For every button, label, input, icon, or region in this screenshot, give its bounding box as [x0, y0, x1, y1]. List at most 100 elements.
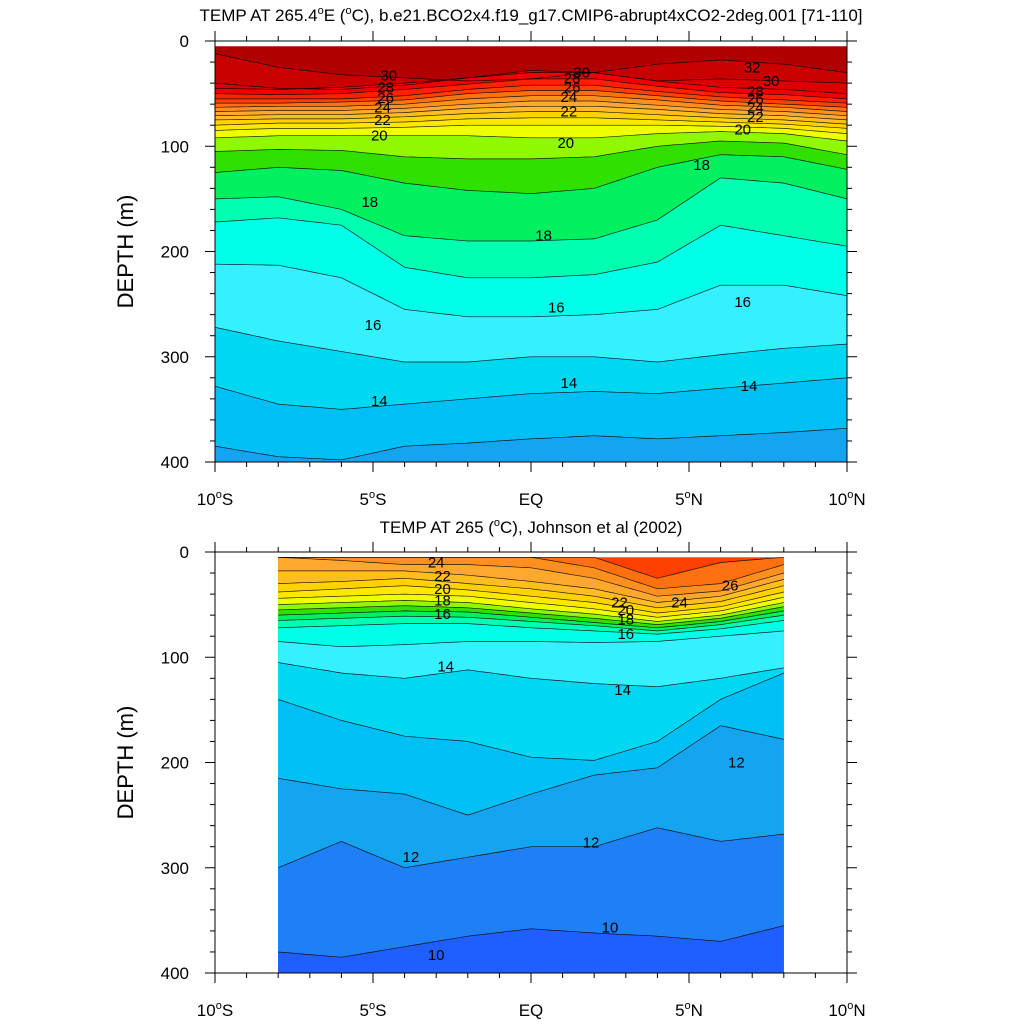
y-tick-label: 100 [161, 648, 189, 667]
contour-label: 20 [557, 135, 574, 152]
contour-fills [215, 46, 847, 463]
contour-label: 22 [434, 568, 451, 585]
chart-title: TEMP AT 265 (oC), Johnson et al (2002) [380, 517, 683, 537]
contour-line [278, 600, 784, 622]
contour-line [214, 124, 848, 134]
contour-label: 24 [747, 99, 764, 116]
contour-line [214, 105, 848, 121]
contour-label: 26 [564, 79, 581, 96]
contour-label: 24 [561, 89, 578, 106]
contour-line [214, 140, 848, 160]
contour-label: 20 [734, 121, 751, 138]
contour-line [215, 90, 848, 108]
contour-line [278, 827, 784, 869]
y-axis-label: DEPTH (m) [113, 706, 138, 820]
contour-line [214, 326, 848, 363]
contour-label: 12 [583, 835, 600, 852]
contour-label: 18 [434, 592, 451, 609]
contour-label: 14 [437, 659, 454, 676]
contour-line [214, 217, 848, 279]
contour-line [214, 177, 848, 242]
contour-line [214, 70, 848, 90]
contour-line [214, 72, 848, 94]
contour-label: 18 [693, 157, 710, 174]
contour-line [278, 556, 784, 590]
contour-label: 18 [535, 228, 552, 245]
y-tick-label: 300 [161, 348, 189, 367]
contour-line [214, 95, 848, 112]
contour-band [278, 925, 784, 973]
contour-line [278, 593, 784, 618]
contour-label: 18 [361, 194, 378, 211]
contour-label: 22 [374, 112, 391, 129]
contour-label: 32 [744, 59, 761, 76]
contour-line [278, 614, 784, 632]
contour-lines [214, 53, 848, 461]
ticks [205, 542, 857, 983]
chart-title: TEMP AT 265.4oE (oC), b.e21.BCO2x4.f19_g… [199, 5, 862, 25]
x-tick-label: 10oN [828, 489, 865, 509]
x-tick-label: 5oN [675, 1000, 703, 1020]
x-tick-label: 10oN [828, 1000, 865, 1020]
contour-label: 24 [671, 595, 688, 612]
contour-label: 16 [617, 626, 634, 643]
contour-label: 10 [602, 920, 619, 937]
contour-label: 18 [617, 611, 634, 628]
x-tick-label: 5oN [675, 489, 703, 509]
contour-line [278, 556, 784, 597]
x-tick-label: 5oS [360, 489, 387, 509]
y-tick-label: 200 [161, 754, 189, 773]
contour-label: 26 [722, 578, 739, 595]
contour-label: 16 [434, 606, 451, 623]
contour-label: 22 [611, 595, 628, 612]
contour-label: 16 [548, 299, 565, 316]
contour-line [278, 620, 784, 635]
contour-line [214, 78, 848, 100]
contour-lines [278, 556, 784, 958]
contour-label: 20 [617, 602, 634, 619]
contour-label: 26 [747, 91, 764, 108]
contour-label: 28 [377, 79, 394, 96]
ticks [205, 31, 857, 472]
contour-line [278, 605, 784, 625]
contour-line [214, 427, 848, 461]
x-tick-label: 5oS [360, 1000, 387, 1020]
contour-label: 14 [741, 378, 758, 395]
contour-line [214, 154, 848, 194]
contour-line [278, 662, 784, 688]
y-tick-label: 300 [161, 859, 189, 878]
contour-line [278, 672, 784, 761]
y-tick-label: 100 [161, 137, 189, 156]
contour-label: 22 [561, 104, 578, 121]
contour-label: 30 [380, 68, 397, 85]
x-tick-label: EQ [519, 490, 544, 509]
contour-label: 20 [371, 128, 388, 145]
y-axis-label: DEPTH (m) [113, 195, 138, 309]
contour-label: 28 [747, 84, 764, 101]
contour-line [278, 577, 784, 609]
contour-line [278, 585, 784, 614]
y-tick-label: 400 [161, 964, 189, 983]
contour-label: 14 [561, 375, 578, 392]
contour-line [214, 100, 848, 117]
contour-line [214, 131, 848, 142]
contour-line [278, 630, 784, 648]
x-tick-label: 10oS [197, 489, 233, 509]
contour-line [214, 111, 848, 125]
contour-line [278, 610, 784, 629]
contour-label: 10 [428, 947, 445, 964]
contour-label: 12 [728, 755, 745, 772]
contour-line [278, 725, 784, 816]
contour-line [214, 263, 848, 318]
contour-label: 24 [374, 99, 391, 116]
contour-label: 22 [747, 109, 764, 126]
contour-label: 16 [734, 294, 751, 311]
contour-label: 28 [564, 70, 581, 87]
y-tick-label: 0 [180, 543, 189, 562]
contour-label: 16 [365, 317, 382, 334]
contour-labels: 3028262422201816143028262422201816143230… [361, 59, 779, 410]
contour-fills [278, 557, 784, 973]
y-tick-label: 0 [180, 32, 189, 51]
